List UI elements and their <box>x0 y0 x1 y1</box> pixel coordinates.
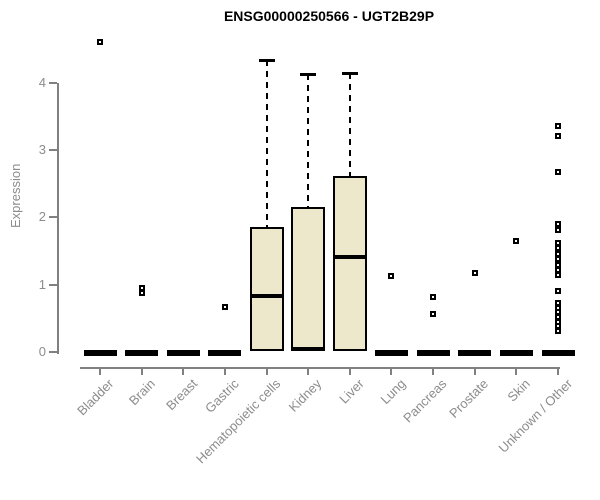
x-tick-label: Bladder <box>74 376 117 419</box>
outlier-point <box>430 293 437 300</box>
outlier-point <box>555 272 562 279</box>
outlier-point <box>388 272 395 279</box>
x-axis-tick <box>390 369 393 375</box>
x-axis-tick <box>473 369 476 375</box>
y-axis-tick <box>49 149 57 152</box>
whisker-6 <box>348 72 351 176</box>
flat-box-10 <box>499 350 533 356</box>
outlier-point <box>97 38 103 45</box>
outlier-point <box>555 132 562 139</box>
y-tick-label: 1 <box>38 276 46 292</box>
x-tick-label: Lung <box>377 376 409 408</box>
y-axis-tick <box>49 351 57 353</box>
y-axis-tick <box>49 216 57 219</box>
x-tick-label: Unknown / Other <box>495 376 575 456</box>
y-tick-label: 3 <box>38 142 46 158</box>
x-axis-tick <box>515 369 518 375</box>
median-line-6 <box>332 255 367 260</box>
outlier-point <box>555 250 562 257</box>
outlier-point <box>555 328 562 335</box>
outlier-point <box>430 311 437 318</box>
outlier-point <box>555 256 562 263</box>
x-axis-tick <box>223 369 226 375</box>
outlier-point <box>513 237 520 244</box>
x-axis-tick <box>307 369 310 375</box>
flat-box-9 <box>458 350 492 356</box>
median-line-5 <box>291 347 326 352</box>
x-axis-tick <box>182 369 185 375</box>
whisker-4 <box>265 59 268 227</box>
x-tick-label: Prostate <box>446 376 492 421</box>
x-axis-line <box>80 367 560 369</box>
outlier-point <box>138 285 145 292</box>
whisker-cap-6 <box>341 71 358 75</box>
outlier-point <box>555 239 562 246</box>
x-tick-label: Liver <box>335 376 367 407</box>
outlier-point <box>555 287 562 294</box>
flat-box-11 <box>541 350 575 356</box>
box-4 <box>249 226 284 351</box>
outlier-point <box>555 261 562 268</box>
y-tick-label: 2 <box>38 209 46 225</box>
flat-box-3 <box>208 350 242 356</box>
x-axis-tick <box>265 369 268 375</box>
y-axis-tick <box>49 283 57 286</box>
outlier-point <box>555 266 562 273</box>
chart-title: ENSG00000250566 - UGT2B29P <box>223 8 435 24</box>
x-axis-tick <box>432 369 435 375</box>
flat-box-0 <box>83 350 117 356</box>
x-tick-label: Gastric <box>201 376 242 416</box>
x-tick-label: Breast <box>162 376 200 414</box>
flat-box-1 <box>125 350 159 356</box>
flat-box-7 <box>374 350 408 356</box>
outlier-point <box>555 227 562 234</box>
whisker-5 <box>307 74 310 208</box>
flat-box-8 <box>416 350 450 356</box>
outlier-point <box>555 221 562 228</box>
outlier-point <box>221 303 228 310</box>
median-line-4 <box>249 294 284 299</box>
outlier-point <box>555 169 562 176</box>
x-tick-label: Skin <box>504 376 534 405</box>
whisker-cap-4 <box>258 58 275 62</box>
y-tick-label: 4 <box>38 74 46 90</box>
x-axis-tick <box>99 369 101 375</box>
outlier-point <box>555 245 562 252</box>
x-tick-label: Brain <box>126 376 159 409</box>
x-axis-tick <box>348 369 351 375</box>
x-axis-tick <box>557 369 560 375</box>
y-tick-label: 0 <box>38 344 46 359</box>
outlier-point <box>138 290 145 297</box>
x-axis-tick <box>140 369 143 375</box>
x-tick-label: Pancreas <box>400 376 450 426</box>
box-6 <box>332 175 367 351</box>
x-tick-label: Kidney <box>286 376 325 415</box>
y-axis-tick <box>49 81 57 84</box>
flat-box-2 <box>166 350 200 356</box>
y-axis-title: Expression <box>8 163 23 228</box>
y-axis-line <box>57 83 59 354</box>
outlier-point <box>555 122 562 129</box>
box-5 <box>291 207 326 351</box>
whisker-cap-5 <box>300 73 317 77</box>
outlier-point <box>471 270 478 277</box>
